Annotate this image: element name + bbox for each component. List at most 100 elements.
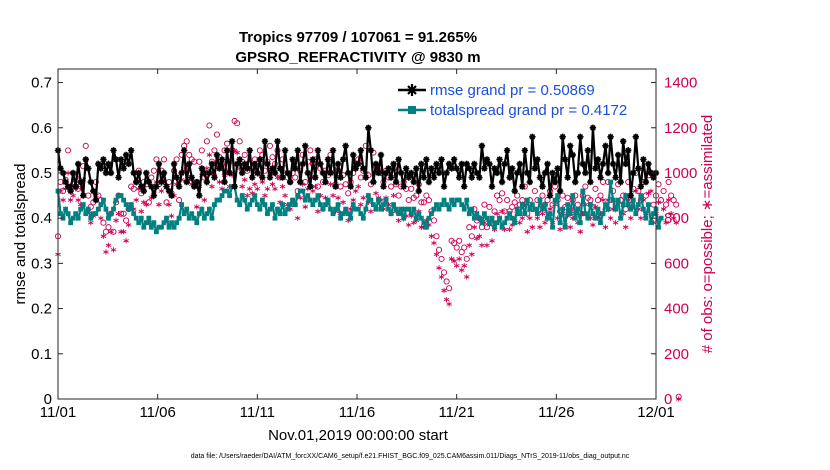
totalspread-point: [618, 215, 624, 221]
totalspread-point: [365, 193, 371, 198]
rmse-point: [488, 183, 496, 190]
rmse-point: [403, 165, 410, 172]
obs-possible-point: [430, 217, 438, 224]
totalspread-point: [353, 206, 359, 212]
totalspread-point: [429, 211, 434, 217]
obs-possible-point: [224, 140, 231, 147]
totalspread-point: [388, 211, 394, 217]
rmse-point: [127, 147, 135, 154]
rmse-point: [445, 160, 453, 168]
obs-possible-point: [183, 138, 190, 145]
totalspread-point: [227, 193, 232, 198]
totalspread-point: [93, 211, 99, 217]
totalspread-point: [446, 206, 452, 212]
obs-assimilated-point: [269, 181, 276, 187]
totalspread-point: [338, 215, 343, 221]
rmse-point: [579, 160, 587, 168]
totalspread-point: [625, 202, 631, 208]
rmse-point: [357, 147, 364, 154]
totalspread-point: [537, 197, 543, 203]
rmse-point: [314, 147, 322, 154]
rmse-point: [97, 165, 105, 172]
totalspread-point: [333, 206, 338, 212]
rmse-point: [352, 165, 359, 172]
totalspread-point: [522, 211, 528, 217]
rmse-point: [365, 124, 372, 131]
obs-assimilated-point: [529, 224, 536, 230]
rmse-point: [392, 178, 400, 186]
totalspread-point: [98, 202, 104, 208]
obs-assimilated-point: [350, 197, 357, 203]
obs-assimilated-point: [612, 220, 619, 226]
rmse-point: [567, 142, 574, 150]
rmse-point: [531, 165, 539, 172]
obs-assimilated-point: [438, 274, 445, 280]
totalspread-point: [206, 206, 212, 212]
totalspread-point: [471, 215, 477, 221]
rmse-point: [193, 178, 200, 186]
totalspread-point: [247, 202, 253, 208]
totalspread-point: [406, 206, 412, 212]
rmse-point: [554, 165, 561, 172]
rmse-point: [105, 160, 112, 168]
rmse-point: [153, 183, 160, 190]
x-tick-label: 11/01: [40, 404, 76, 421]
totalspread-point: [421, 220, 427, 226]
totalspread-point: [80, 202, 86, 208]
rmse-point: [307, 183, 314, 190]
obs-assimilated-point: [675, 396, 682, 402]
totalspread-point: [360, 215, 366, 221]
totalspread-point: [121, 197, 127, 203]
rmse-point: [397, 169, 405, 177]
rmse-point: [350, 151, 357, 159]
totalspread-point: [469, 206, 475, 212]
totalspread-point: [265, 211, 270, 217]
totalspread-point: [633, 211, 639, 217]
totalspread-point: [285, 206, 291, 212]
totalspread-point: [133, 215, 139, 221]
rmse-point: [85, 165, 92, 172]
rmse-point: [551, 178, 559, 186]
obs-possible-point: [423, 192, 430, 199]
totalspread-point: [423, 224, 429, 230]
obs-assimilated-point: [279, 183, 286, 190]
totalspread-point: [441, 197, 447, 203]
totalspread-point: [598, 220, 603, 226]
rmse-point: [594, 156, 602, 163]
totalspread-point: [635, 202, 641, 208]
totalspread-point: [161, 220, 167, 226]
data-file-footer: data file: /Users/raeder/DAI/ATM_forcXX/…: [191, 453, 630, 460]
rmse-point: [382, 169, 390, 177]
totalspread-point: [277, 211, 283, 217]
obs-possible-point: [443, 278, 450, 285]
legend: rmse grand pr = 0.50869 totalspread gran…: [398, 82, 627, 119]
rmse-point: [231, 183, 238, 190]
rmse-point: [198, 165, 206, 172]
totalspread-point: [391, 202, 396, 208]
totalspread-point: [249, 197, 255, 203]
obs-possible-point: [269, 154, 276, 161]
obs-assimilated-point: [668, 211, 674, 217]
rmse-point: [342, 142, 349, 150]
obs-assimilated-point: [315, 208, 321, 214]
rmse-point: [211, 174, 218, 181]
totalspread-point: [474, 211, 480, 217]
totalspread-point: [613, 206, 619, 212]
rmse-point: [82, 156, 89, 163]
totalspread-point: [444, 202, 449, 208]
obs-assimilated-point: [105, 242, 112, 248]
totalspread-point: [464, 197, 470, 203]
totalspread-point: [179, 202, 185, 208]
totalspread-point: [156, 224, 162, 230]
obs-possible-point: [456, 237, 463, 244]
rmse-point: [471, 160, 478, 168]
obs-assimilated-point: [234, 150, 240, 156]
totalspread-point: [325, 197, 331, 203]
obs-assimilated-point: [567, 224, 574, 230]
totalspread-point: [287, 202, 293, 208]
obs-possible-point: [453, 244, 460, 251]
obs-assimilated-point: [262, 192, 268, 199]
totalspread-point: [219, 193, 225, 198]
totalspread-point: [403, 206, 409, 212]
rmse-point: [168, 192, 175, 199]
